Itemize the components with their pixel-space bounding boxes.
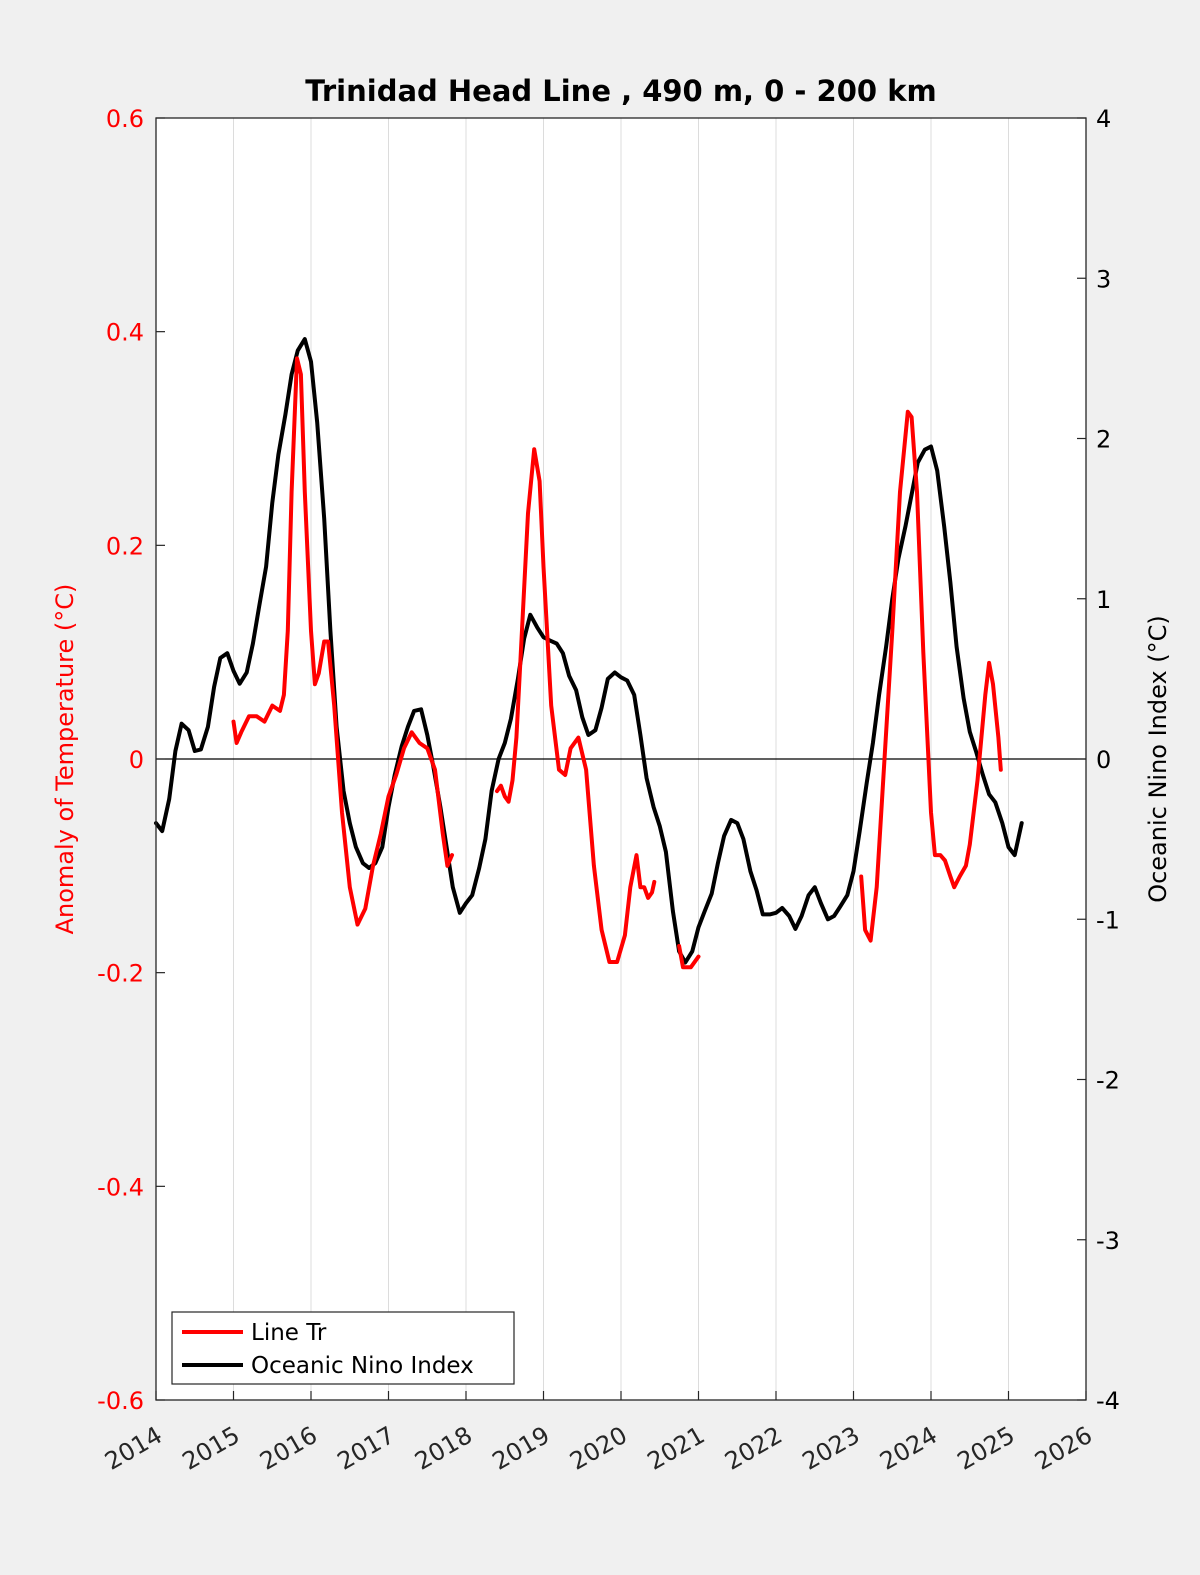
right-tick-label: -4 — [1096, 1387, 1120, 1415]
x-tick-label: 2014 — [100, 1421, 167, 1476]
right-tick-label: 2 — [1096, 426, 1111, 454]
left-tick-label: 0 — [129, 746, 144, 774]
x-tick-label: 2021 — [643, 1421, 710, 1476]
right-tick-label: 4 — [1096, 105, 1111, 133]
legend-label-oni: Oceanic Nino Index — [251, 1353, 474, 1379]
left-tick-label: 0.4 — [106, 319, 144, 347]
left-tick-label: 0.2 — [106, 532, 144, 560]
x-tick-label: 2025 — [953, 1421, 1020, 1476]
series-line-line-tr — [495, 447, 657, 964]
x-tick-label: 2016 — [255, 1421, 322, 1476]
right-tick-label: 3 — [1096, 265, 1111, 293]
x-tick-label: 2017 — [333, 1421, 400, 1476]
series-line-line-tr — [677, 944, 701, 970]
right-tick-label: 1 — [1096, 586, 1111, 614]
x-tick-label: 2018 — [410, 1421, 477, 1476]
legend: Line Tr Oceanic Nino Index — [171, 1311, 515, 1385]
left-tick-label: 0.6 — [106, 105, 144, 133]
chart-title: Trinidad Head Line , 490 m, 0 - 200 km — [305, 74, 936, 108]
x-tick-label: 2019 — [488, 1421, 555, 1476]
x-tick-label: 2024 — [875, 1421, 942, 1476]
right-tick-label: 0 — [1096, 746, 1111, 774]
left-tick-label: -0.6 — [97, 1387, 144, 1415]
x-tick-label: 2015 — [178, 1421, 245, 1476]
legend-label-line-tr: Line Tr — [251, 1320, 327, 1346]
right-axis-label: Oceanic Nino Index (°C) — [1144, 615, 1172, 903]
series-line-line-tr — [859, 409, 1003, 943]
x-tick-label: 2020 — [565, 1421, 632, 1476]
series-line-line-tr — [231, 356, 454, 927]
left-tick-label: -0.4 — [97, 1173, 144, 1201]
series-layer — [154, 337, 1024, 970]
x-tick-label: 2022 — [720, 1421, 787, 1476]
left-axis-label: Anomaly of Temperature (°C) — [51, 584, 79, 935]
left-tick-label: -0.2 — [97, 960, 144, 988]
right-tick-label: -1 — [1096, 906, 1120, 934]
x-tick-label: 2026 — [1030, 1421, 1097, 1476]
x-tick-label: 2023 — [798, 1421, 865, 1476]
legend-box — [171, 1311, 515, 1385]
right-tick-label: -3 — [1096, 1227, 1120, 1255]
series-line-oceanic-nino-index — [154, 337, 1024, 965]
right-tick-label: -2 — [1096, 1067, 1120, 1095]
